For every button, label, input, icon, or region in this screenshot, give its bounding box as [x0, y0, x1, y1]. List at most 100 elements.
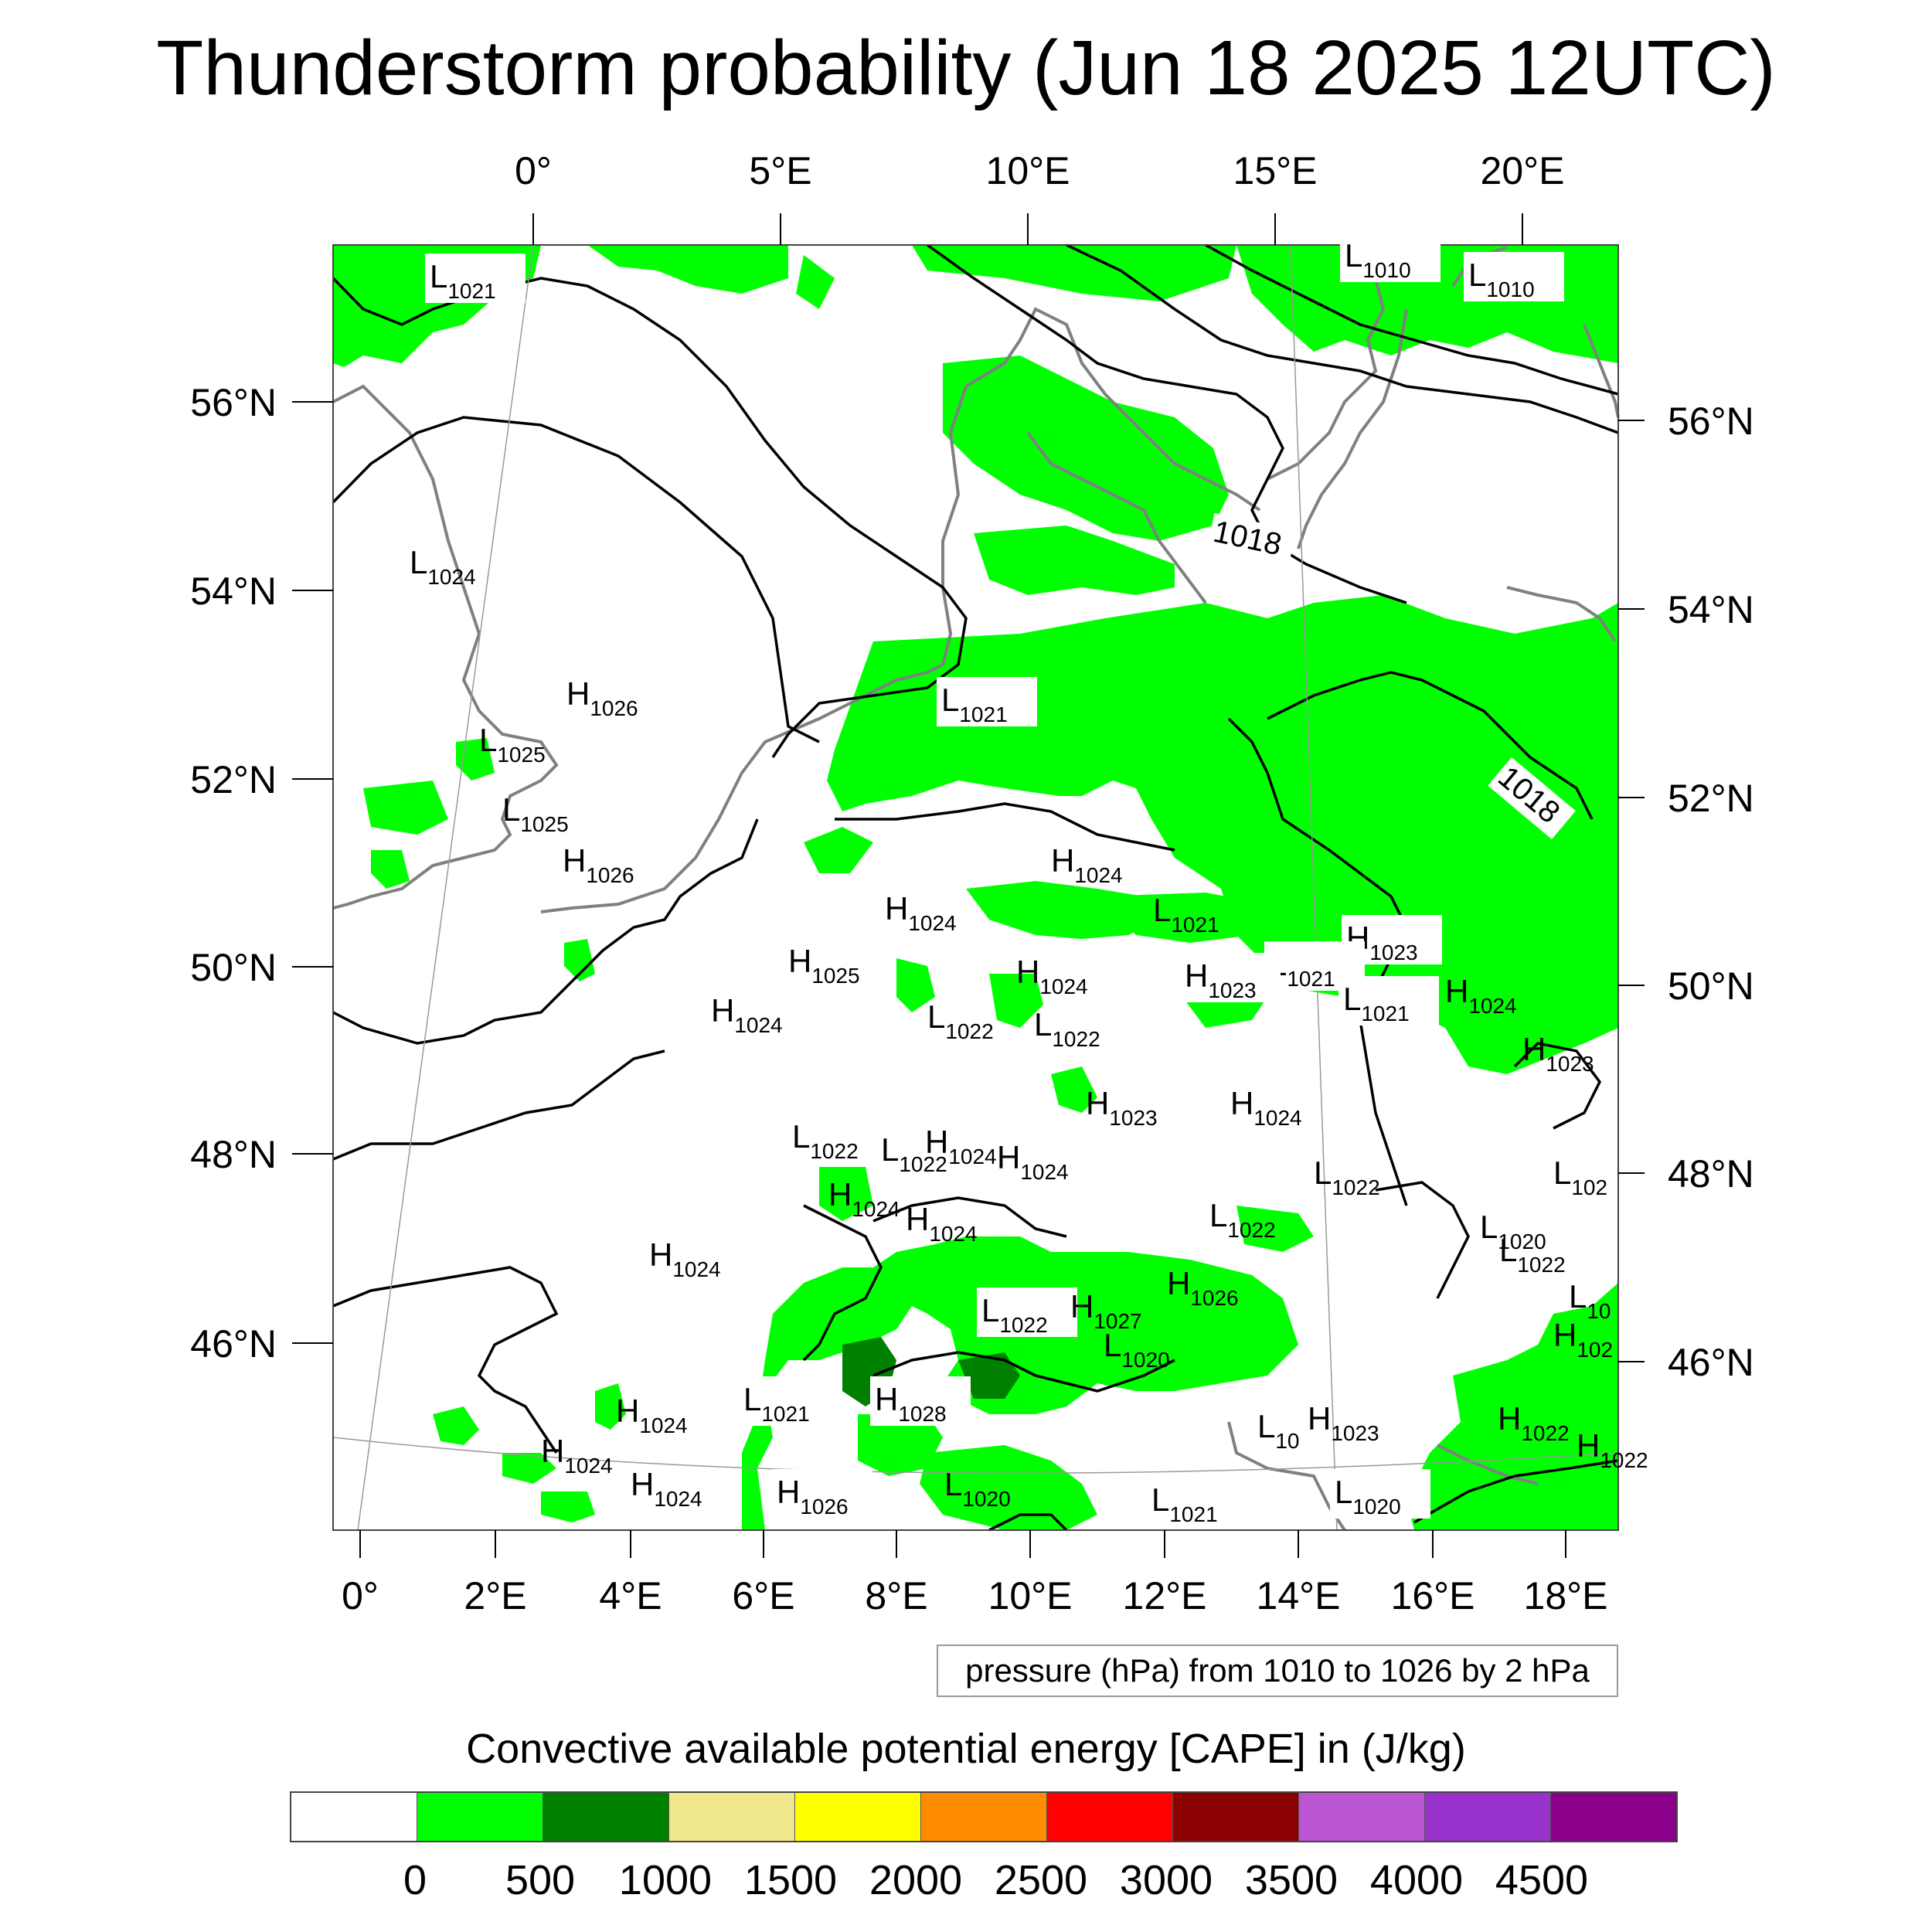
right-lat-label: 52°N [1668, 777, 1754, 820]
left-lat-label: 54°N [190, 570, 277, 613]
pressure-center-value: 1024 [1074, 863, 1122, 887]
bottom-lon-label: 18°E [1524, 1574, 1608, 1617]
pressure-center-type: H [906, 1201, 929, 1237]
pressure-center-type: L [1569, 1278, 1587, 1315]
pressure-center-value: 1023 [1369, 940, 1417, 964]
svg-text:H1024: H1024 [616, 1393, 688, 1437]
pressure-center-value: 1022 [1227, 1218, 1275, 1242]
pressure-center-value: 1010 [1486, 277, 1534, 301]
pressure-center-value: 1022 [810, 1139, 858, 1163]
svg-text:L1022: L1022 [1314, 1155, 1380, 1199]
colorbar-segment [1172, 1793, 1298, 1841]
bottom-lon-label: 10°E [988, 1574, 1073, 1617]
svg-text:L1021: L1021 [1151, 1481, 1218, 1526]
svg-text:H1024: H1024 [997, 1139, 1069, 1184]
pressure-center-type: L [430, 258, 447, 294]
colorbar-segment [794, 1793, 920, 1841]
pressure-center-type: L [1480, 1209, 1498, 1245]
svg-text:L1021: L1021 [743, 1381, 810, 1426]
pressure-center-label: L1021 [937, 677, 1037, 726]
right-lat-label: 48°N [1668, 1152, 1754, 1196]
pressure-center-value: 1022 [1332, 1175, 1379, 1199]
svg-text:H1027: H1027 [1070, 1288, 1142, 1333]
pressure-center-type: H [1086, 1085, 1109, 1121]
bottom-axis [359, 1530, 1566, 1558]
svg-text:H1024: H1024 [649, 1236, 721, 1281]
pressure-center-label: H1026 [566, 675, 638, 720]
pressure-center-type: H [1016, 954, 1039, 990]
pressure-center-value: 1022 [999, 1313, 1047, 1337]
svg-text:H1024: H1024 [631, 1466, 702, 1511]
bottom-lon-label: 12°E [1123, 1574, 1207, 1617]
colorbar-title: Convective available potential energy [C… [466, 1726, 1466, 1772]
pressure-center-value: 1024 [1039, 975, 1087, 998]
svg-text:L1021: L1021 [941, 682, 1008, 726]
pressure-center-type: H [1308, 1400, 1331, 1437]
pressure-center-label: H1024 [649, 1236, 721, 1281]
pressure-center-value: 1020 [1498, 1230, 1546, 1253]
pressure-center-label: H1023 [1180, 953, 1281, 1002]
pressure-center-value: 1022 [899, 1152, 947, 1176]
colorbar-segment [1550, 1793, 1676, 1841]
pressure-center-label: L1022 [881, 1131, 947, 1176]
pressure-center-value: 1024 [672, 1257, 720, 1281]
top-lon-label: 15°E [1233, 149, 1318, 192]
pressure-center-label: L1021 [1153, 892, 1219, 937]
pressure-center-label: H1024 [1230, 1085, 1302, 1130]
pressure-center-type: H [563, 842, 586, 879]
pressure-center-value: 1020 [1121, 1348, 1169, 1372]
pressure-center-label: L10 [1569, 1278, 1611, 1323]
colorbar-segment [1424, 1793, 1550, 1841]
pressure-center-type: H [631, 1466, 654, 1502]
pressure-center-label: H1028 [870, 1376, 971, 1426]
svg-text:L1022: L1022 [1034, 1006, 1100, 1051]
svg-text:L1022: L1022 [927, 998, 994, 1043]
pressure-center-type: L [1335, 1474, 1352, 1510]
svg-text:L10: L10 [1569, 1278, 1611, 1323]
pressure-center-type: L [479, 722, 497, 758]
bottom-lon-label: 8°E [865, 1574, 927, 1617]
pressure-center-type: L [743, 1381, 761, 1417]
pressure-center-type: L [927, 998, 945, 1035]
pressure-center-type: L [410, 544, 427, 580]
pressure-center-label: H1026 [772, 1469, 872, 1519]
svg-text:L1025: L1025 [479, 722, 546, 767]
left-lat-label: 46°N [190, 1322, 277, 1366]
pressure-center-value: 1024 [564, 1454, 612, 1478]
pressure-center-label: H1024 [997, 1139, 1069, 1184]
svg-text:H1026: H1026 [777, 1474, 849, 1519]
pressure-center-type: H [649, 1236, 672, 1273]
pressure-center-type: L [1468, 257, 1486, 293]
pressure-center-value: 1025 [497, 743, 545, 767]
pressure-center-label: L1025 [502, 791, 569, 836]
bottom-lon-label: 0° [342, 1574, 379, 1617]
pressure-center-value: 1022 [1521, 1421, 1569, 1445]
svg-text:L1024: L1024 [410, 544, 476, 589]
pressure-center-value: 102 [1577, 1338, 1613, 1362]
pressure-center-value: 1020 [1352, 1495, 1400, 1519]
svg-text:H1025: H1025 [788, 943, 860, 988]
svg-text:H1024: H1024 [1016, 954, 1088, 998]
colorbar-tick: 2000 [869, 1857, 963, 1903]
pressure-center-value: 1022 [945, 1019, 993, 1043]
pressure-center-type: L [1553, 1155, 1571, 1191]
pressure-center-type: L [502, 791, 520, 828]
map-plot-area [332, 243, 1620, 1532]
pressure-center-type: H [616, 1393, 639, 1429]
pressure-center-value: 1021 [1171, 913, 1219, 937]
pressure-center-value: 1024 [1020, 1160, 1068, 1184]
pressure-center-label: H1024 [541, 1433, 613, 1478]
svg-text:L1022: L1022 [1209, 1197, 1276, 1242]
svg-text:H1024: H1024 [885, 890, 957, 935]
colorbar-segment [291, 1793, 417, 1841]
svg-text:L1021: L1021 [1153, 892, 1219, 937]
svg-text:L1022: L1022 [981, 1292, 1048, 1337]
pressure-center-value: 1023 [1109, 1106, 1157, 1130]
pressure-center-label: H1024 [616, 1393, 688, 1437]
pressure-center-label: L1022 [1499, 1232, 1566, 1277]
pressure-center-label: L1021 [1151, 1481, 1218, 1526]
left-lat-label: 50°N [190, 946, 277, 989]
top-axis-labels: 0° 5°E 10°E 15°E 20°E [515, 149, 1564, 192]
svg-text:H1023: H1023 [1086, 1085, 1158, 1130]
svg-text:H1022: H1022 [1498, 1400, 1570, 1445]
